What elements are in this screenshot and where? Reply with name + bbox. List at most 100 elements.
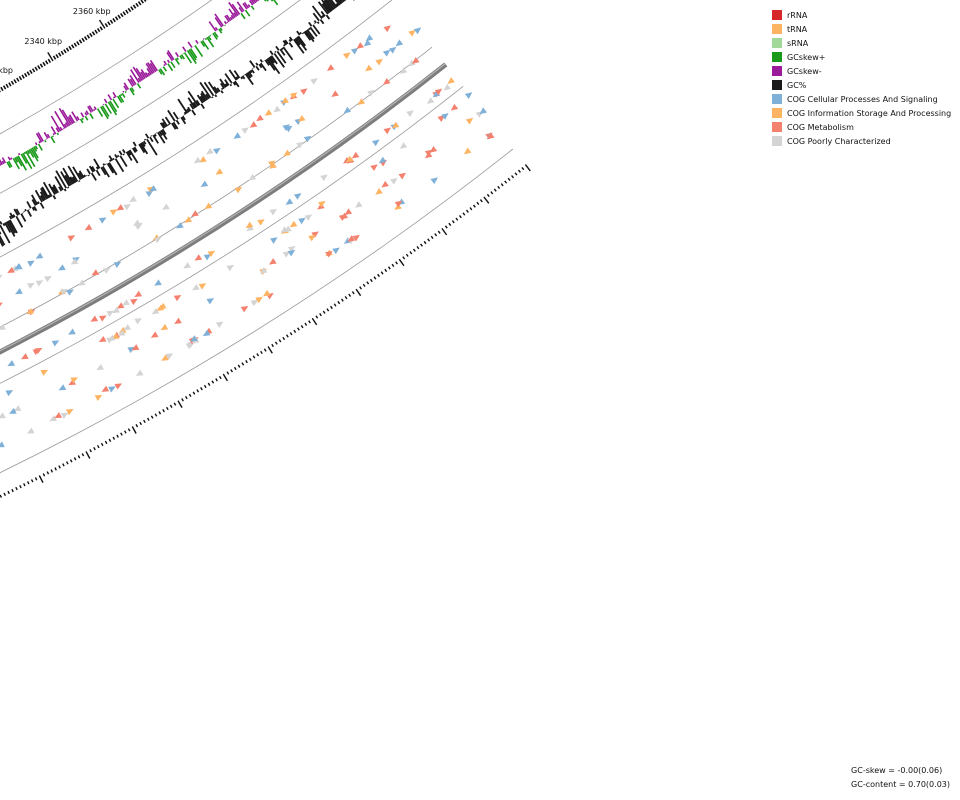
outer-tick: [77, 455, 81, 459]
feature-arrow: [114, 383, 123, 390]
legend-swatch: [772, 66, 782, 76]
feature-arrow: [375, 188, 383, 195]
feature-arrow: [26, 427, 35, 434]
feature-arrow: [194, 254, 203, 261]
feature-arrow: [150, 331, 159, 338]
scale-tick: [78, 39, 83, 44]
legend-item-trna: tRNA: [772, 22, 951, 36]
outer-tick: [359, 286, 362, 290]
feature-arrow: [245, 221, 254, 229]
scale-tick: [125, 9, 129, 14]
feature-arrow: [311, 231, 319, 238]
outer-tick: [218, 375, 222, 380]
scale-tick: [31, 68, 36, 73]
feature-arrow: [15, 288, 23, 295]
outer-tick: [355, 288, 362, 297]
outer-tick: [96, 444, 100, 449]
feature-arrow: [51, 340, 60, 347]
feature-arrow: [65, 409, 74, 416]
scale-tick: [112, 17, 116, 23]
outer-tick: [362, 283, 366, 287]
outer-tick: [458, 214, 462, 219]
feature-arrow: [66, 289, 74, 296]
legend-swatch: [772, 80, 782, 90]
outer-tick: [150, 415, 154, 419]
feature-arrow: [248, 173, 257, 181]
outer-tick: [384, 268, 388, 273]
outer-tick: [274, 341, 278, 345]
feature-arrow: [347, 235, 356, 242]
feature-arrow: [117, 329, 126, 336]
feature-arrow: [310, 78, 318, 85]
feature-arrow: [345, 155, 354, 163]
feature-arrow: [378, 156, 387, 164]
outer-tick: [395, 261, 398, 265]
scale-tick: [45, 60, 49, 65]
scale-tick: [65, 47, 70, 52]
feature-arrow: [58, 264, 66, 271]
outer-tick: [493, 188, 497, 192]
scale-tick: [2, 85, 7, 90]
legend-swatch: [772, 10, 782, 20]
feature-arrow: [129, 195, 137, 203]
feature-arrow: [367, 89, 375, 97]
feature-arrow: [426, 97, 435, 105]
outer-tick: [521, 166, 525, 171]
scale-tick: [89, 32, 93, 38]
scale-tick: [117, 14, 121, 19]
feature-arrow: [35, 252, 44, 259]
feature-arrow: [267, 160, 276, 168]
feature-arrow: [20, 353, 29, 360]
feature-arrow: [60, 412, 69, 419]
feature-arrow: [363, 39, 372, 47]
outer-tick: [65, 461, 69, 465]
legend-label: GC%: [787, 80, 807, 90]
feature-arrow: [351, 151, 360, 159]
outer-tick: [366, 281, 370, 285]
feature-arrow: [162, 203, 170, 210]
feature-arrow: [269, 208, 278, 216]
track-rings: [0, 0, 514, 474]
outer-tick: [476, 201, 480, 206]
feature-arrow: [370, 164, 378, 172]
scale-tick: [21, 74, 25, 79]
feature-arrow: [7, 360, 16, 367]
feature-arrow: [102, 267, 111, 274]
feature-arrow: [465, 117, 474, 125]
legend-item-gcskew-minus: GCskew-: [772, 64, 951, 78]
feature-arrow: [127, 346, 136, 354]
legend: rRNA tRNA sRNA GCskew+ GCskew- GC% COG C…: [772, 8, 951, 148]
outer-tick: [165, 406, 169, 411]
outer-tick: [207, 382, 211, 386]
feature-arrow: [318, 200, 326, 208]
feature-arrow: [434, 88, 443, 96]
feature-arrow: [116, 204, 125, 211]
feature-arrow: [365, 64, 373, 72]
outer-tick: [188, 393, 192, 398]
outer-tick: [241, 362, 245, 366]
outer-tick: [465, 209, 469, 213]
scale-tick: [84, 36, 88, 41]
feature-arrow: [256, 114, 264, 122]
outer-tick: [233, 366, 237, 371]
feature-arrow: [326, 64, 335, 71]
legend-label: GCskew+: [787, 52, 826, 62]
outer-tick: [108, 438, 112, 443]
feature-arrow: [106, 310, 114, 317]
legend-swatch: [772, 122, 782, 132]
feature-arrow: [176, 222, 184, 229]
feature-arrow: [298, 217, 306, 225]
outer-tick: [289, 332, 293, 336]
feature-arrow: [5, 390, 14, 397]
outer-tick: [215, 378, 218, 382]
scale-tick: [122, 11, 127, 16]
feature-arrow: [350, 47, 359, 55]
scale-tick: [68, 45, 72, 51]
legend-label: sRNA: [787, 38, 809, 48]
feature-arrow: [371, 139, 380, 147]
feature-arrow: [285, 198, 294, 205]
feature-arrow: [116, 302, 125, 309]
outer-tick: [304, 322, 308, 326]
genome-backbone: [0, 62, 448, 355]
feature-arrow: [381, 180, 389, 188]
